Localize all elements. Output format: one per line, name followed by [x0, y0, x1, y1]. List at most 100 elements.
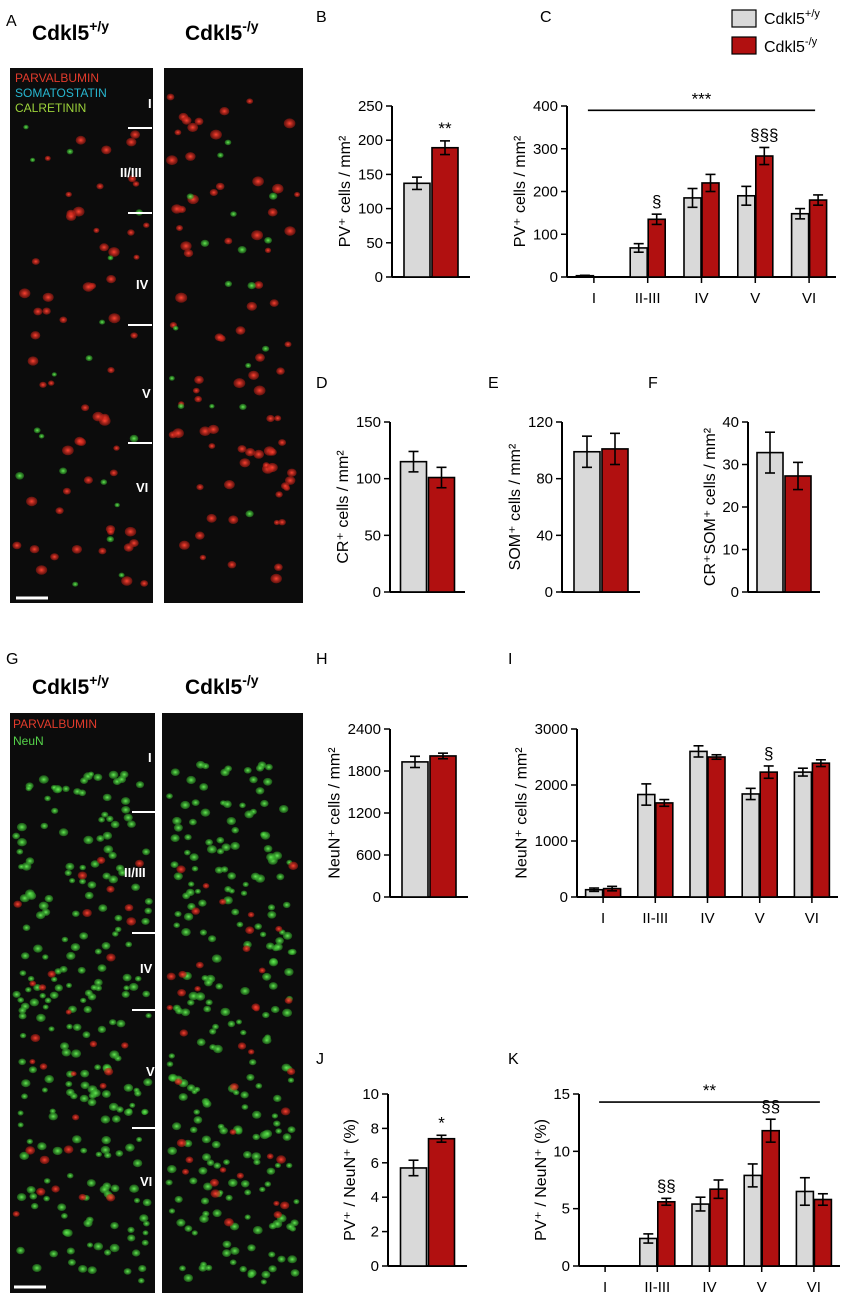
pv-cell: [183, 249, 194, 258]
neun-cell: [83, 1219, 93, 1228]
pv-cell: [30, 1034, 41, 1042]
pv-cell: [246, 98, 254, 104]
neun-cell: [276, 873, 285, 881]
pv-cell: [130, 332, 138, 339]
pv-cell: [274, 415, 282, 422]
pv-cell: [72, 206, 85, 217]
neun-cell: [186, 888, 195, 897]
neun-cell: [94, 978, 103, 987]
neun-cell: [136, 1136, 143, 1143]
cr-cell: [118, 572, 125, 578]
neun-cell: [80, 1081, 90, 1090]
pv-cell: [176, 865, 186, 874]
pv-cell: [47, 970, 56, 978]
pv-cell: [195, 961, 204, 969]
neun-cell: [17, 1110, 24, 1116]
cr-cell: [23, 124, 29, 130]
pv-cell: [101, 145, 112, 155]
pv-cell: [286, 1068, 296, 1075]
neun-cell: [118, 869, 127, 877]
cr-cell: [172, 325, 179, 331]
layer-label-G-IV: IV: [140, 961, 153, 976]
neun-cell: [265, 763, 273, 771]
layer-label-A-I: I: [148, 96, 152, 111]
pv-cell: [96, 183, 104, 190]
pv-cell: [166, 93, 175, 101]
pv-cell: [178, 970, 187, 978]
x-tick-label: IV: [700, 910, 714, 927]
neun-cell: [102, 872, 111, 880]
neun-cell: [168, 1208, 176, 1214]
neun-cell: [104, 1249, 112, 1256]
bar: [573, 450, 601, 593]
pv-cell: [38, 984, 47, 991]
neun-cell: [109, 1050, 120, 1059]
neun-cell: [268, 1265, 277, 1273]
marker-label-parvalbumin-G: PARVALBUMIN: [13, 717, 97, 731]
cr-cell: [33, 427, 41, 434]
panel-label-J: J: [316, 1051, 324, 1068]
neun-cell: [48, 1026, 55, 1032]
bar: [741, 793, 761, 898]
pv-cell: [251, 230, 263, 241]
x-tick-label: II-III: [644, 1279, 670, 1296]
y-tick-label: 2000: [535, 777, 568, 794]
y-tick-label: 250: [358, 98, 383, 115]
pv-cell: [219, 1167, 227, 1173]
pv-cell: [194, 986, 201, 992]
pv-cell: [83, 476, 93, 484]
neun-cell: [90, 984, 98, 991]
y-tick-label: 200: [358, 132, 383, 149]
x-tick-label: I: [603, 1279, 607, 1296]
pv-cell: [77, 871, 88, 880]
pv-cell: [35, 565, 48, 575]
neun-cell: [293, 1199, 300, 1205]
cr-cell: [85, 355, 93, 362]
significance-bracket-label: ***: [692, 89, 712, 108]
pv-cell: [135, 859, 144, 868]
pv-cell: [251, 1003, 260, 1011]
pv-cell: [70, 1071, 77, 1077]
neun-cell: [189, 1126, 198, 1134]
pv-cell: [33, 307, 43, 316]
pv-cell: [206, 513, 217, 523]
neun-cell: [121, 806, 131, 814]
layer-label-G-II-III: II/III: [124, 865, 146, 880]
neun-cell: [26, 1186, 36, 1194]
pv-cell: [199, 554, 207, 561]
pv-cell: [62, 487, 71, 495]
pv-cell: [219, 107, 230, 116]
neun-cell: [273, 1120, 281, 1127]
neun-cell: [90, 1088, 101, 1098]
bar: [707, 756, 726, 898]
neun-cell: [86, 1179, 96, 1187]
pv-cell: [194, 117, 204, 126]
neun-cell: [129, 1102, 136, 1108]
neun-cell: [78, 1265, 88, 1273]
neun-cell: [142, 848, 151, 856]
neun-cell: [189, 853, 199, 861]
neun-cell: [270, 1005, 280, 1014]
y-axis-title: CR⁺ cells / mm²: [335, 450, 352, 564]
neun-cell: [260, 1279, 267, 1285]
neun-cell: [43, 1195, 50, 1202]
neun-cell: [200, 808, 211, 817]
pv-cell: [113, 445, 120, 451]
pv-cell: [252, 176, 264, 187]
pv-cell: [75, 135, 86, 145]
marker-label-parvalbumin: PARVALBUMIN: [15, 71, 99, 85]
cr-cell: [186, 193, 194, 200]
neun-cell: [121, 990, 130, 998]
pv-cell: [174, 129, 182, 136]
pv-cell: [209, 1178, 219, 1187]
y-tick-label: 0: [560, 889, 568, 906]
neun-cell: [201, 975, 209, 981]
neun-cell: [173, 872, 183, 881]
pv-cell: [237, 1042, 247, 1050]
neun-cell: [16, 848, 24, 855]
neun-cell: [102, 793, 112, 802]
layer-label-A-VI: VI: [136, 480, 148, 495]
neun-cell: [249, 776, 258, 784]
pv-cell: [276, 367, 285, 375]
neun-cell: [21, 1079, 31, 1088]
